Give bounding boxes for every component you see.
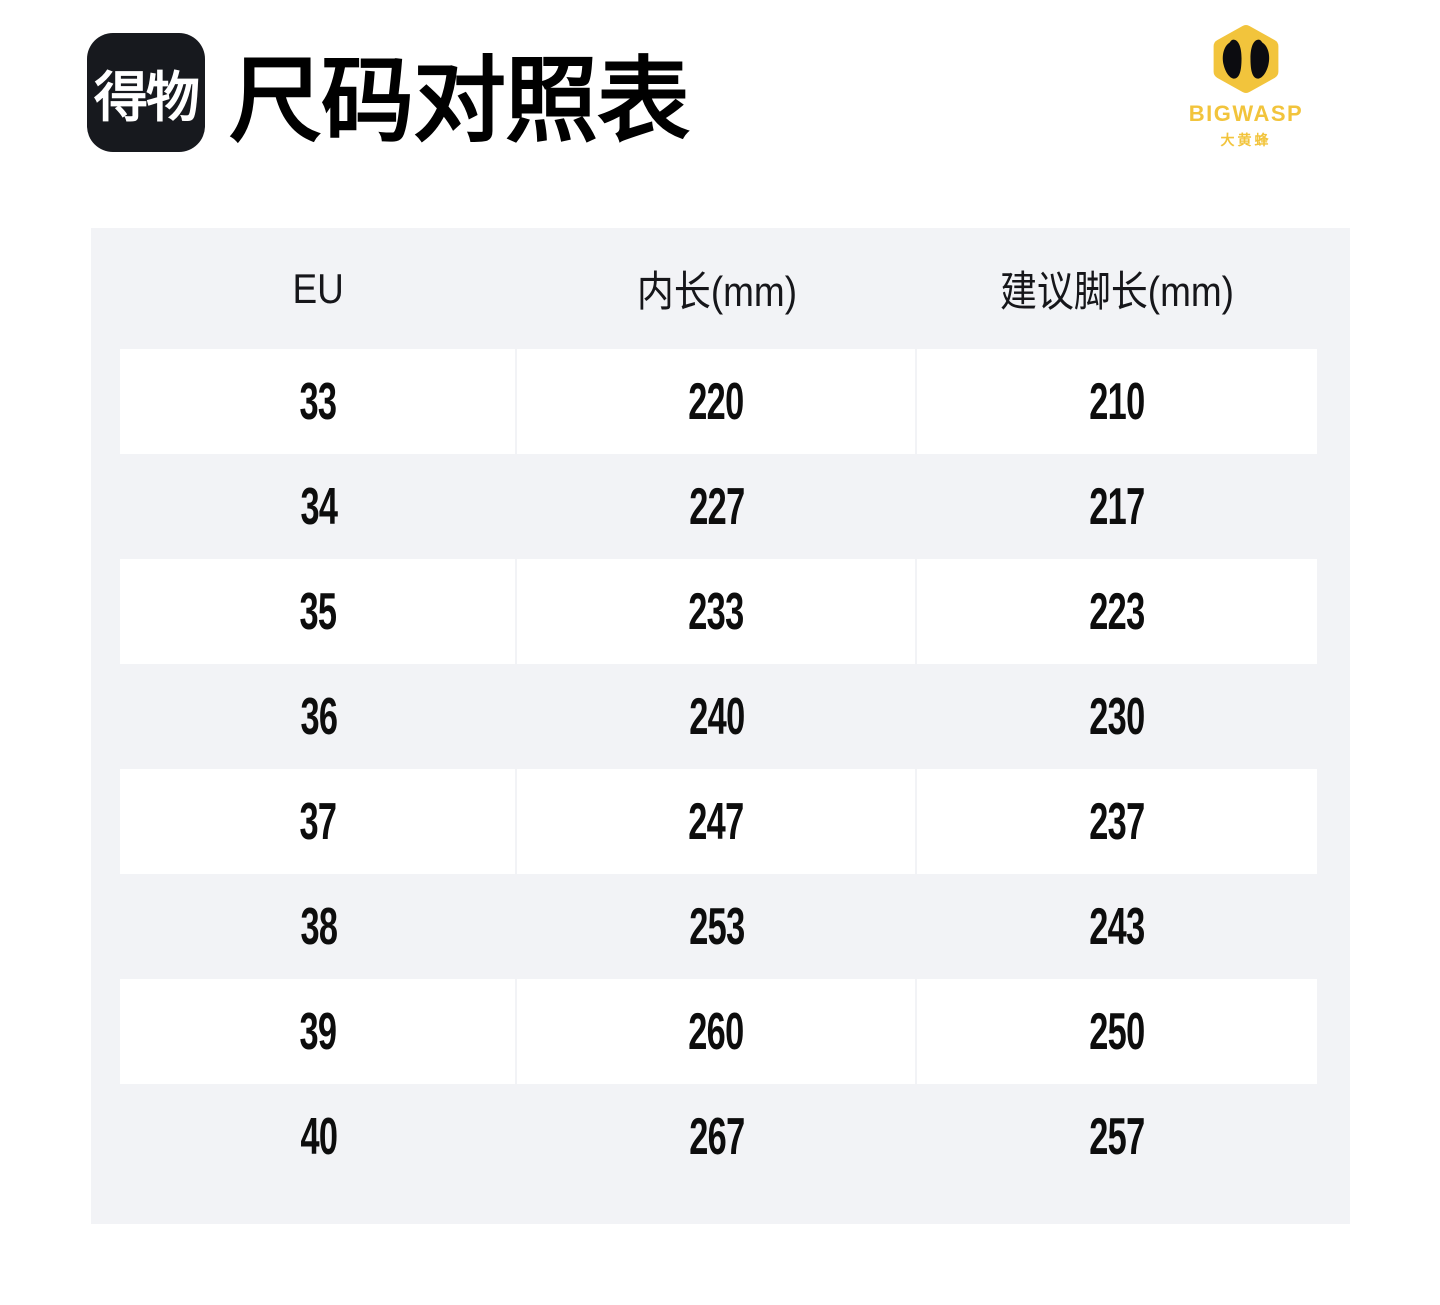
- cell-inner-length: 227: [689, 477, 745, 536]
- table-row: 35 233 223: [120, 559, 1317, 664]
- cell-foot-length: 230: [1089, 687, 1145, 746]
- column-header-eu: EU: [292, 264, 345, 312]
- table-header-row: EU 内长(mm) 建议脚长(mm): [91, 228, 1350, 349]
- table-row: 36 240 230: [120, 664, 1317, 769]
- bigwasp-brand-logo: BIGWASP 大黄蜂: [1146, 24, 1346, 150]
- cell-inner-length: 260: [517, 979, 917, 1084]
- column-header-inner-length: 内长(mm): [636, 268, 798, 315]
- table-row: 37 247 237: [120, 769, 1317, 874]
- table-row: 40 267 257: [120, 1084, 1317, 1189]
- cell-foot-length: 223: [917, 559, 1317, 664]
- cell-eu: 40: [300, 1107, 338, 1166]
- cell-inner-length: 247: [517, 769, 917, 874]
- cell-eu: 36: [300, 687, 338, 746]
- cell-foot-length: 250: [917, 979, 1317, 1084]
- cell-inner-length: 253: [689, 897, 745, 956]
- cell-inner-length: 267: [689, 1107, 745, 1166]
- brand-name-chinese: 大黄蜂: [1220, 132, 1272, 148]
- dewu-logo: 得物: [87, 33, 205, 152]
- brand-name: BIGWASP: [1188, 101, 1304, 126]
- cell-eu: 38: [300, 897, 338, 956]
- size-chart-table: EU 内长(mm) 建议脚长(mm) 33 220 210 34 227 217 35 233…: [91, 228, 1350, 1224]
- cell-foot-length: 237: [917, 769, 1317, 874]
- cell-foot-length: 243: [1089, 897, 1145, 956]
- wasp-head-icon: [1213, 25, 1279, 93]
- cell-inner-length: 220: [517, 349, 917, 454]
- cell-foot-length: 210: [917, 349, 1317, 454]
- table-row: 33 220 210: [120, 349, 1317, 454]
- cell-foot-length: 217: [1089, 477, 1145, 536]
- column-header-foot-length: 建议脚长(mm): [999, 268, 1235, 315]
- table-row: 34 227 217: [120, 454, 1317, 559]
- table-row: 38 253 243: [120, 874, 1317, 979]
- page-title: 尺码对照表: [229, 49, 690, 153]
- cell-inner-length: 240: [689, 687, 745, 746]
- cell-eu: 37: [120, 769, 517, 874]
- cell-eu: 33: [120, 349, 517, 454]
- cell-eu: 39: [120, 979, 517, 1084]
- cell-eu: 34: [300, 477, 338, 536]
- cell-foot-length: 257: [1089, 1107, 1145, 1166]
- table-row: 39 260 250: [120, 979, 1317, 1084]
- dewu-logo-text: 得物: [94, 68, 200, 128]
- cell-inner-length: 233: [517, 559, 917, 664]
- cell-eu: 35: [120, 559, 517, 664]
- size-table-body: 33 220 210 34 227 217 35 233 223 36 240 230 37 247 237…: [91, 349, 1350, 1189]
